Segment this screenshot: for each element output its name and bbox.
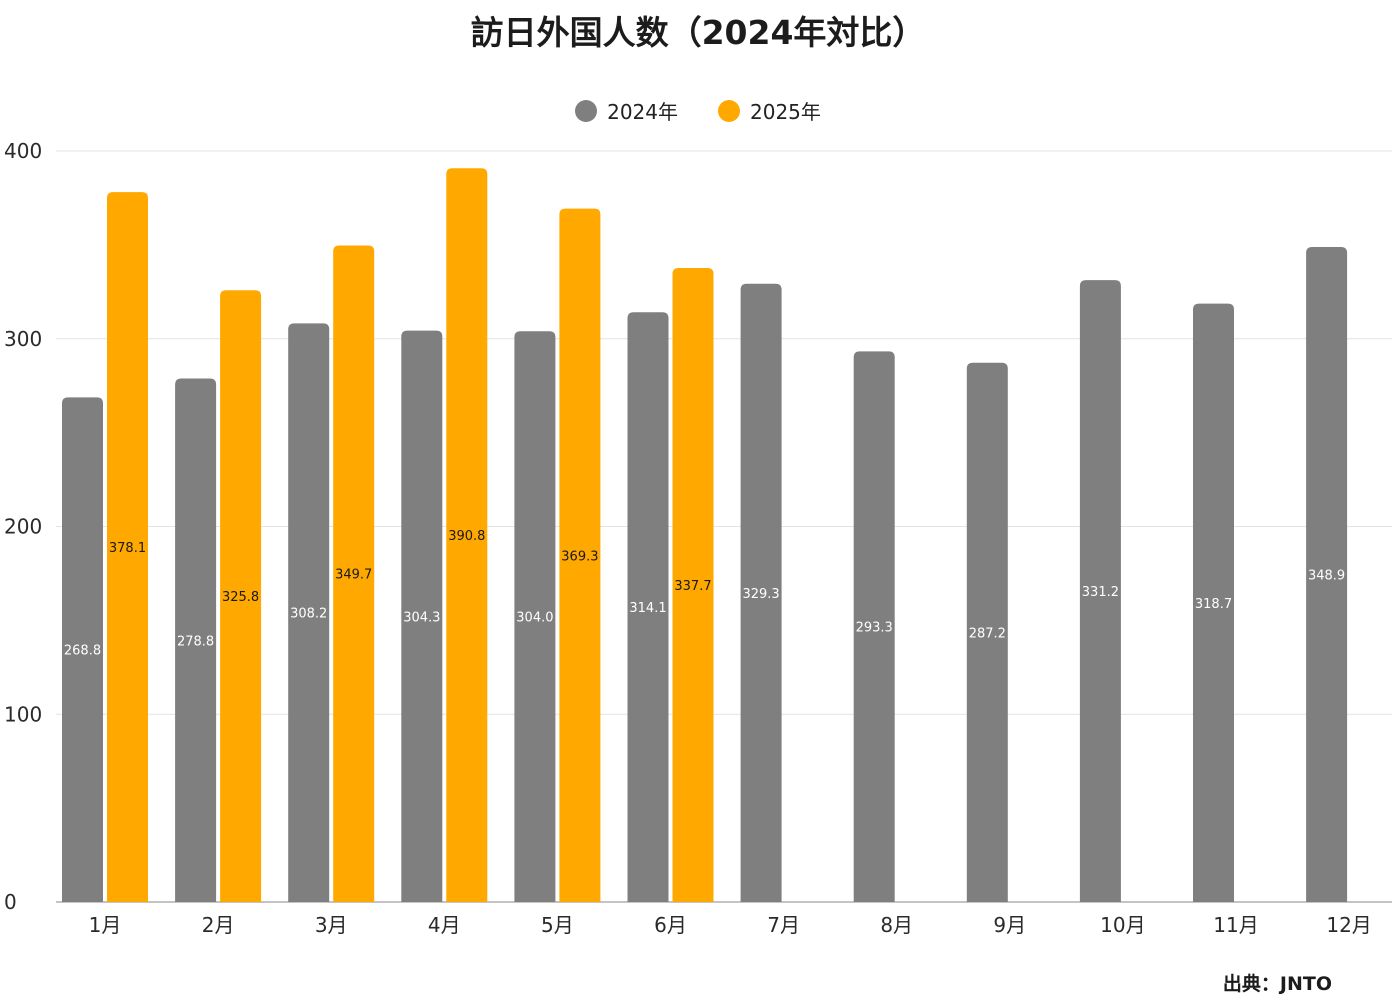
data-label-2025: 378.1 (109, 541, 146, 556)
data-label-2025: 390.8 (448, 529, 485, 544)
data-label-2024: 293.3 (856, 621, 893, 636)
chart-title: 訪日外国人数（2024年対比） (470, 13, 926, 52)
x-tick-label: 12月 (1326, 913, 1371, 937)
x-tick-label: 1月 (89, 913, 122, 937)
bar-2024 (175, 378, 217, 903)
bar-2024 (966, 362, 1008, 903)
legend-item-2025: 2025年 (718, 96, 821, 125)
bar-2024 (1079, 280, 1121, 902)
data-label-2024: 329.3 (742, 587, 779, 602)
data-label-2025: 325.8 (222, 590, 259, 605)
bar-2025 (333, 245, 375, 903)
y-tick-label: 300 (4, 327, 42, 351)
data-label-2024: 318.7 (1195, 597, 1232, 612)
bar-2024 (514, 331, 556, 902)
source-note: 出典：JNTO (1222, 973, 1332, 995)
y-tick-label: 0 (4, 890, 17, 914)
x-tick-label: 9月 (993, 913, 1026, 937)
data-label-2025: 337.7 (674, 579, 711, 594)
data-label-2025: 349.7 (335, 568, 372, 583)
data-label-2024: 287.2 (969, 626, 1006, 641)
x-tick-label: 5月 (541, 913, 574, 937)
data-label-2024: 304.3 (403, 610, 440, 625)
bar-2024 (853, 351, 895, 903)
data-label-2024: 308.2 (290, 607, 327, 622)
y-tick-label: 100 (4, 702, 42, 726)
bar-2025 (559, 208, 601, 902)
x-tick-label: 11月 (1213, 913, 1258, 937)
bar-2024 (288, 323, 330, 902)
x-tick-label: 6月 (654, 913, 687, 937)
data-label-2025: 369.3 (561, 549, 598, 564)
legend-swatch-2024 (575, 99, 598, 122)
bar-2024 (1193, 303, 1234, 902)
x-tick-label: 7月 (767, 913, 800, 937)
x-tick-label: 10月 (1100, 913, 1145, 937)
legend-item-2024: 2024年 (575, 96, 678, 125)
data-label-2024: 278.8 (177, 634, 214, 649)
bar-2025 (446, 168, 488, 902)
data-label-2024: 348.9 (1308, 568, 1345, 583)
bar-2024 (62, 397, 103, 902)
bar-2024 (401, 330, 443, 902)
y-tick-label: 200 (4, 515, 42, 539)
x-tick-label: 4月 (428, 913, 461, 937)
x-tick-label: 8月 (880, 913, 913, 937)
bar-2024 (1306, 246, 1348, 902)
data-label-2024: 268.8 (64, 644, 101, 659)
chart-legend: 2024年 2025年 (0, 96, 1396, 125)
data-label-2024: 331.2 (1082, 585, 1119, 600)
bar-2025 (107, 192, 148, 902)
bar-2024 (740, 283, 782, 902)
x-tick-label: 2月 (202, 913, 235, 937)
y-tick-label: 400 (4, 139, 42, 163)
bar-2025 (672, 267, 714, 902)
legend-label-2025: 2025年 (750, 100, 821, 124)
data-label-2024: 304.0 (516, 611, 553, 626)
legend-label-2024: 2024年 (607, 100, 678, 124)
x-tick-label: 3月 (315, 913, 348, 937)
bar-2024 (627, 312, 669, 903)
bar-2025 (220, 290, 262, 902)
data-label-2024: 314.1 (629, 601, 666, 616)
legend-swatch-2025 (718, 99, 740, 122)
